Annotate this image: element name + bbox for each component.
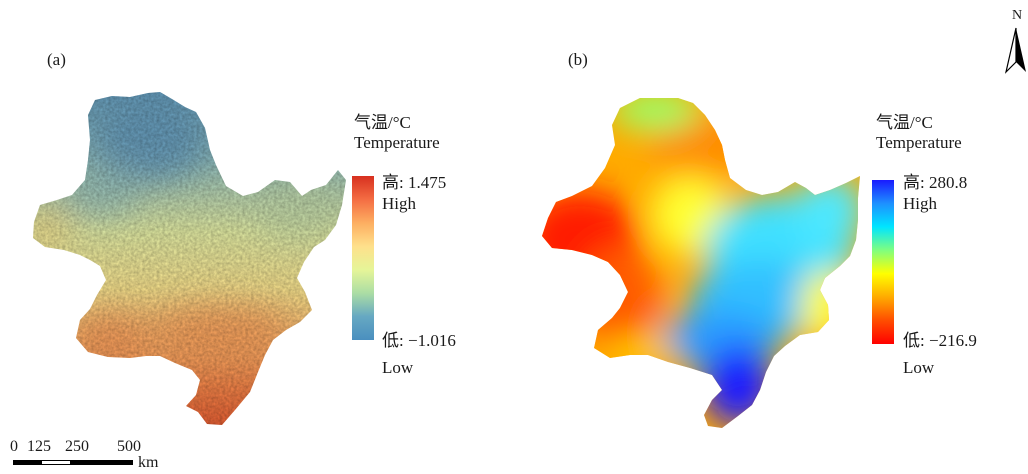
legend-a-high-word: High <box>382 194 416 213</box>
scale-tick: 500 <box>117 438 141 455</box>
scale-tick: 125 <box>27 438 51 455</box>
scale-bar: 0 125 250 500 km <box>10 438 190 472</box>
legend-b-low-prefix: 低: <box>903 331 929 350</box>
legend-title-en: Temperature <box>876 133 962 152</box>
scale-tick: 0 <box>10 438 18 455</box>
scale-segment <box>71 460 133 465</box>
colorbar-a <box>352 176 374 340</box>
legend-b-high-value: 280.8 <box>928 173 968 192</box>
legend-b-low: 低: −216.9 <box>903 331 977 351</box>
legend-a-high-value: 1.475 <box>407 173 447 192</box>
scale-unit: km <box>138 454 159 471</box>
legend-b-high: 高: 280.8 <box>903 173 967 193</box>
legend-a-low-value: −1.016 <box>407 331 456 350</box>
panel-label-a: (a) <box>47 50 66 69</box>
legend-b-low-value: −216.9 <box>928 331 977 350</box>
north-label: N <box>1012 8 1023 23</box>
legend-a-high: 高: 1.475 <box>382 173 446 193</box>
legend-b-high-word: High <box>903 194 937 213</box>
scale-tick: 250 <box>65 438 89 455</box>
legend-a-low: 低: −1.016 <box>382 331 456 351</box>
legend-title-cn: 气温/°C <box>354 113 411 132</box>
scale-segment <box>41 460 71 465</box>
map-a <box>33 92 346 425</box>
north-arrow-icon <box>1004 27 1026 74</box>
north-arrow: N <box>1000 8 1028 78</box>
colorbar-b <box>872 180 894 344</box>
legend-b-high-prefix: 高: <box>903 173 929 192</box>
map-b <box>542 98 860 428</box>
legend-b-low-word: Low <box>903 358 935 377</box>
legend-a-low-prefix: 低: <box>382 331 408 350</box>
legend-a-high-prefix: 高: <box>382 173 408 192</box>
legend-a: 气温/°C Temperature <box>354 113 440 153</box>
legend-b: 气温/°C Temperature <box>876 113 962 153</box>
scale-segment <box>13 460 41 465</box>
legend-title-cn: 气温/°C <box>876 113 933 132</box>
legend-title-en: Temperature <box>354 133 440 152</box>
panel-label-b: (b) <box>568 50 588 69</box>
legend-a-low-word: Low <box>382 358 414 377</box>
